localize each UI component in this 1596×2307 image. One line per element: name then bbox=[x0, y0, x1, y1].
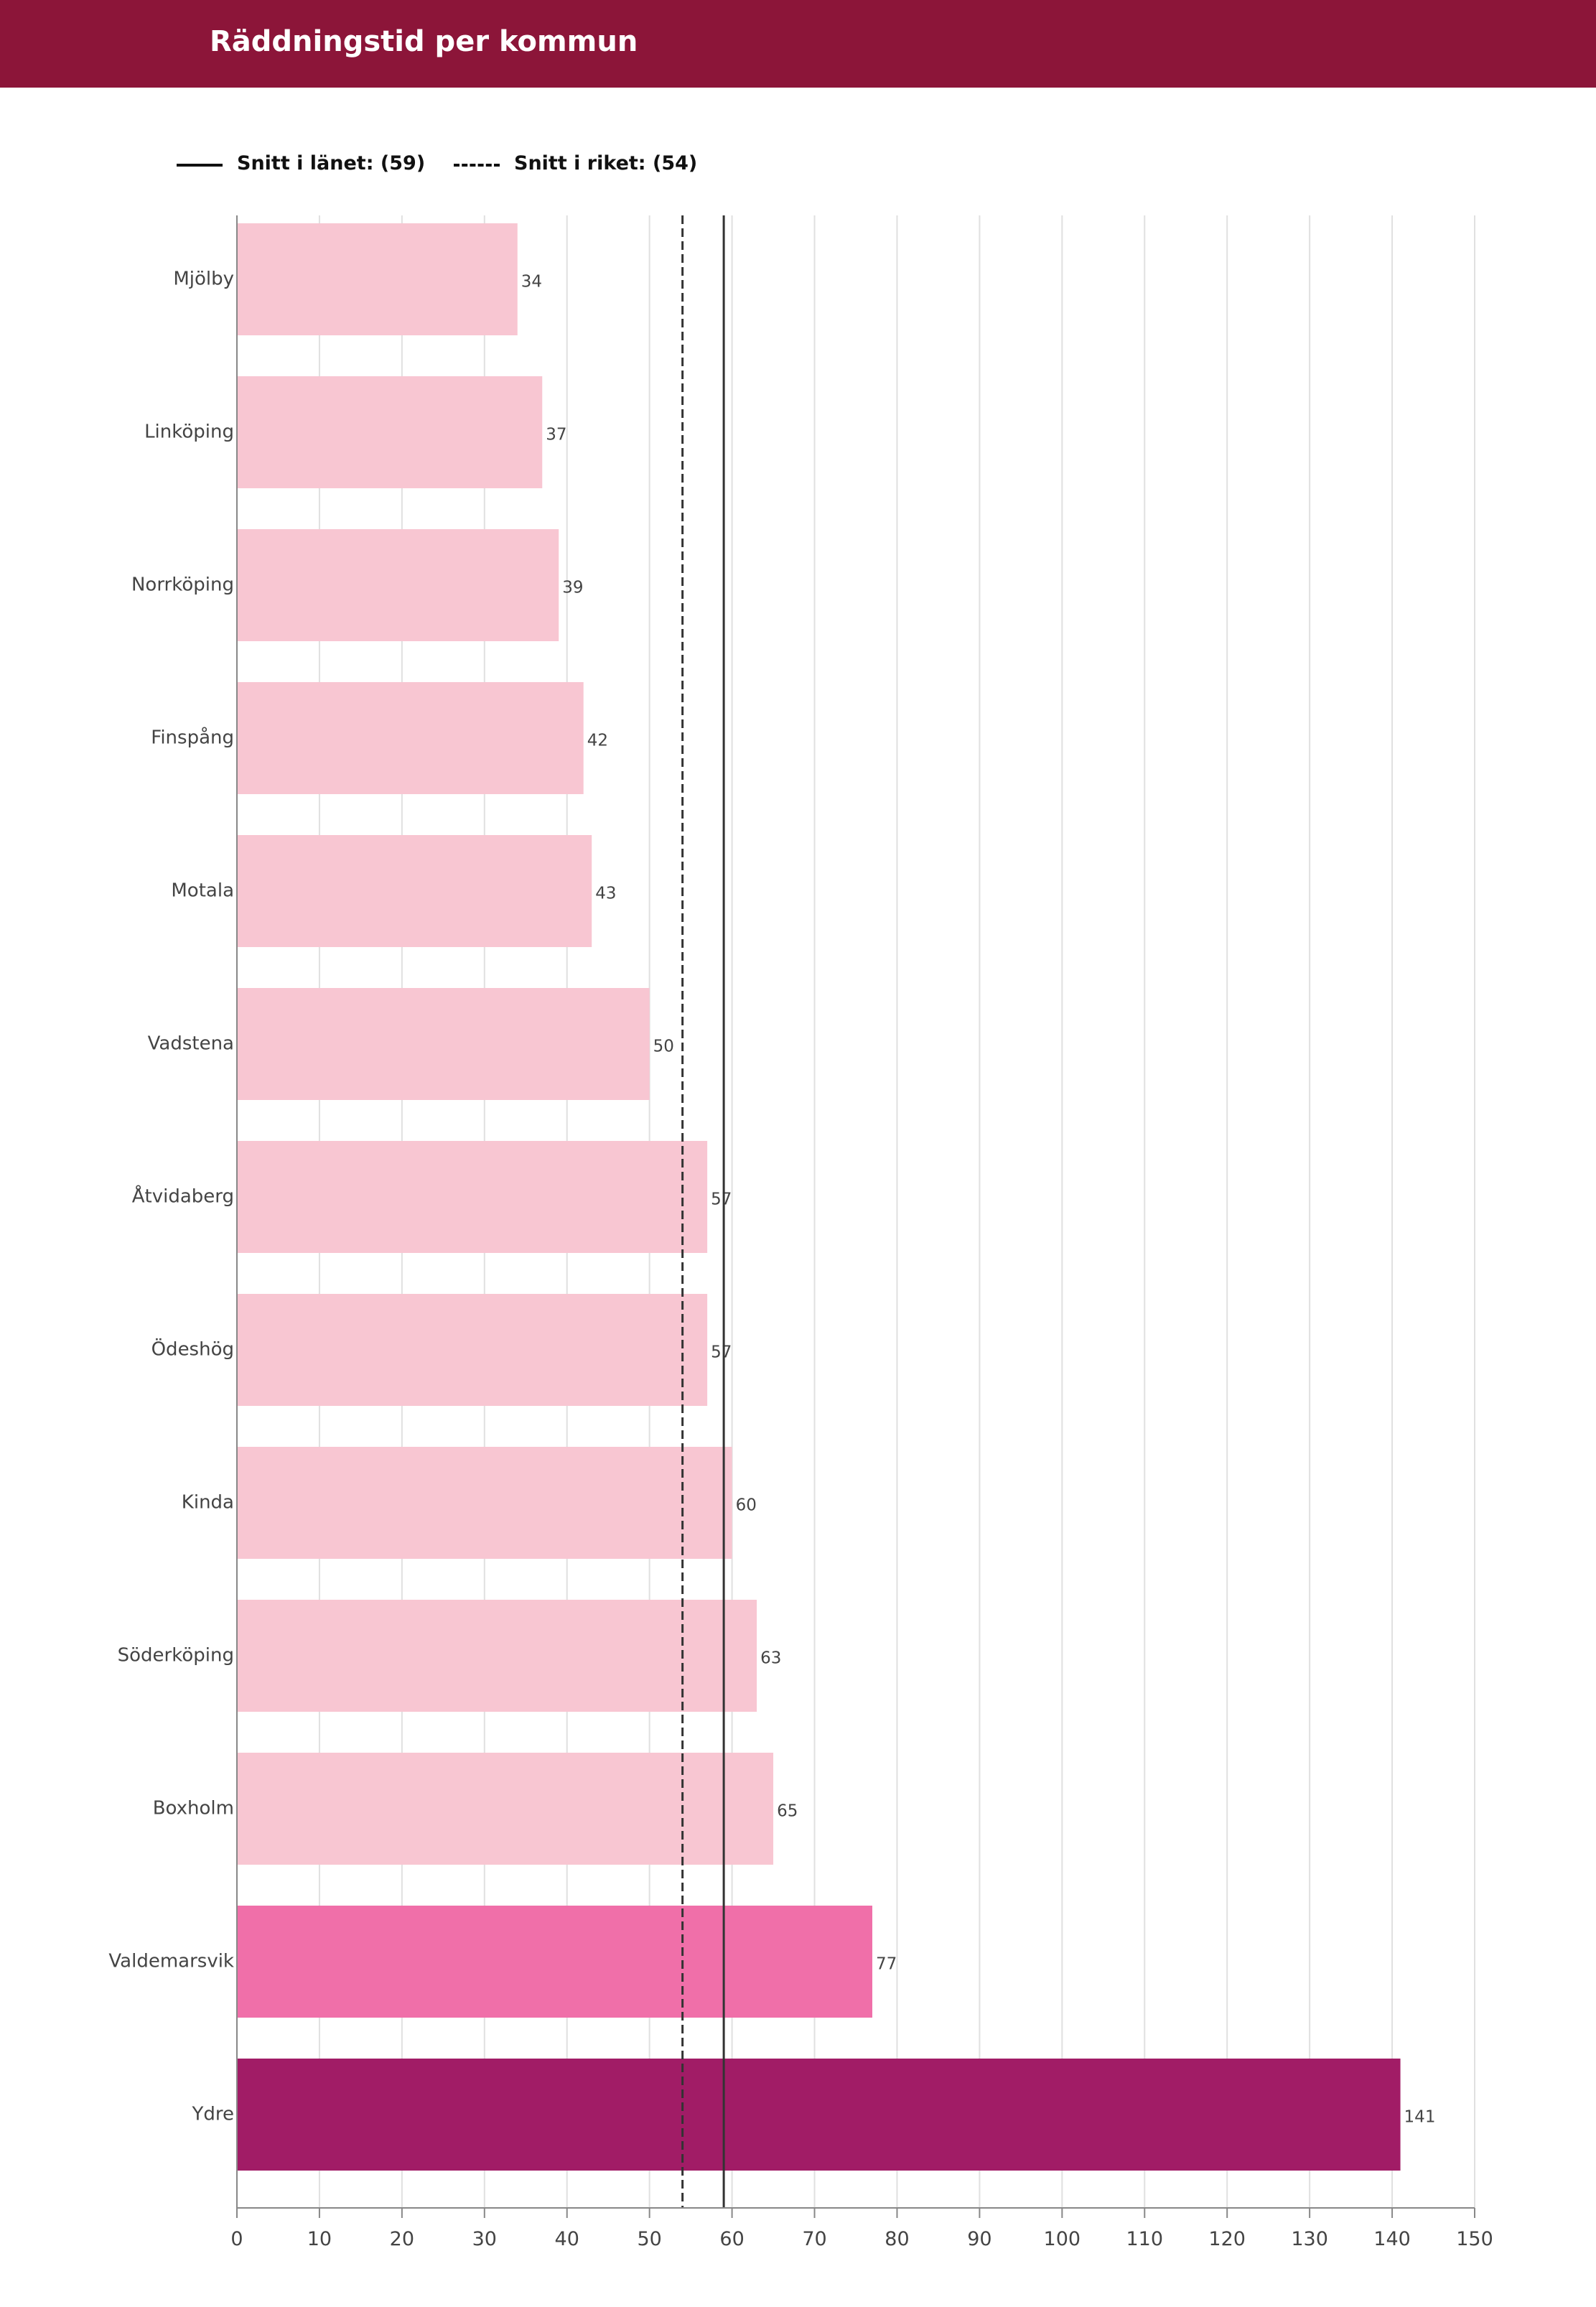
x-tick-label: 60 bbox=[719, 2228, 744, 2250]
bar bbox=[237, 1906, 872, 2018]
bar bbox=[237, 1600, 757, 1712]
value-label: 57 bbox=[711, 1343, 732, 1362]
x-tick-label: 40 bbox=[555, 2228, 579, 2250]
value-label: 141 bbox=[1404, 2108, 1436, 2127]
value-label: 37 bbox=[546, 426, 566, 444]
category-label: Åtvidaberg bbox=[132, 1185, 234, 1208]
x-tick-label: 90 bbox=[967, 2228, 991, 2250]
value-label: 65 bbox=[777, 1802, 798, 1821]
category-label: Finspång bbox=[151, 727, 234, 749]
solid-line-icon bbox=[177, 164, 223, 167]
value-label: 39 bbox=[562, 579, 583, 597]
bar bbox=[237, 1294, 708, 1406]
x-tick-label: 10 bbox=[307, 2228, 332, 2250]
bar bbox=[237, 1753, 774, 1865]
value-label: 50 bbox=[653, 1038, 674, 1056]
header-bar: Räddningstid per kommun bbox=[0, 0, 1596, 88]
category-label: Linköping bbox=[144, 421, 234, 443]
value-label: 43 bbox=[595, 885, 616, 903]
x-tick-label: 30 bbox=[472, 2228, 497, 2250]
x-tick-label: 100 bbox=[1044, 2228, 1081, 2250]
category-label: Ödeshög bbox=[151, 1338, 234, 1361]
bar bbox=[237, 835, 592, 947]
legend-label-lan: Snitt i länet: (59) bbox=[237, 152, 426, 174]
category-label: Norrköping bbox=[131, 574, 234, 596]
bar bbox=[237, 1447, 732, 1559]
category-label: Söderköping bbox=[118, 1645, 234, 1667]
x-tick-label: 120 bbox=[1208, 2228, 1246, 2250]
category-label: Ydre bbox=[192, 2104, 235, 2125]
bar bbox=[237, 1141, 708, 1253]
x-tick-label: 80 bbox=[885, 2228, 909, 2250]
value-label: 77 bbox=[876, 1955, 897, 1974]
bar bbox=[237, 682, 584, 794]
category-label: Boxholm bbox=[153, 1798, 234, 1819]
category-label: Kinda bbox=[182, 1492, 234, 1514]
category-label: Motala bbox=[171, 880, 234, 902]
value-label: 63 bbox=[760, 1649, 781, 1668]
x-tick-label: 50 bbox=[637, 2228, 661, 2250]
category-label: Mjölby bbox=[173, 269, 234, 290]
x-tick-label: 110 bbox=[1126, 2228, 1163, 2250]
value-label: 42 bbox=[587, 732, 608, 750]
x-tick-label: 150 bbox=[1456, 2228, 1493, 2250]
page-title: Räddningstid per kommun bbox=[210, 25, 638, 58]
bar bbox=[237, 2059, 1401, 2171]
x-tick-label: 0 bbox=[230, 2228, 243, 2250]
bar bbox=[237, 988, 650, 1100]
value-label: 34 bbox=[521, 273, 542, 292]
x-tick-label: 130 bbox=[1291, 2228, 1328, 2250]
x-tick-label: 70 bbox=[802, 2228, 826, 2250]
value-label: 60 bbox=[736, 1496, 757, 1515]
bar bbox=[237, 223, 518, 335]
value-label: 57 bbox=[711, 1190, 732, 1209]
legend-label-riket: Snitt i riket: (54) bbox=[514, 152, 698, 174]
bar bbox=[237, 529, 559, 641]
bar bbox=[237, 376, 543, 488]
category-label: Valdemarsvik bbox=[108, 1951, 234, 1972]
x-tick-label: 20 bbox=[390, 2228, 414, 2250]
category-label: Vadstena bbox=[148, 1033, 234, 1055]
x-tick-label: 140 bbox=[1373, 2228, 1411, 2250]
dashed-line-icon bbox=[454, 164, 500, 167]
